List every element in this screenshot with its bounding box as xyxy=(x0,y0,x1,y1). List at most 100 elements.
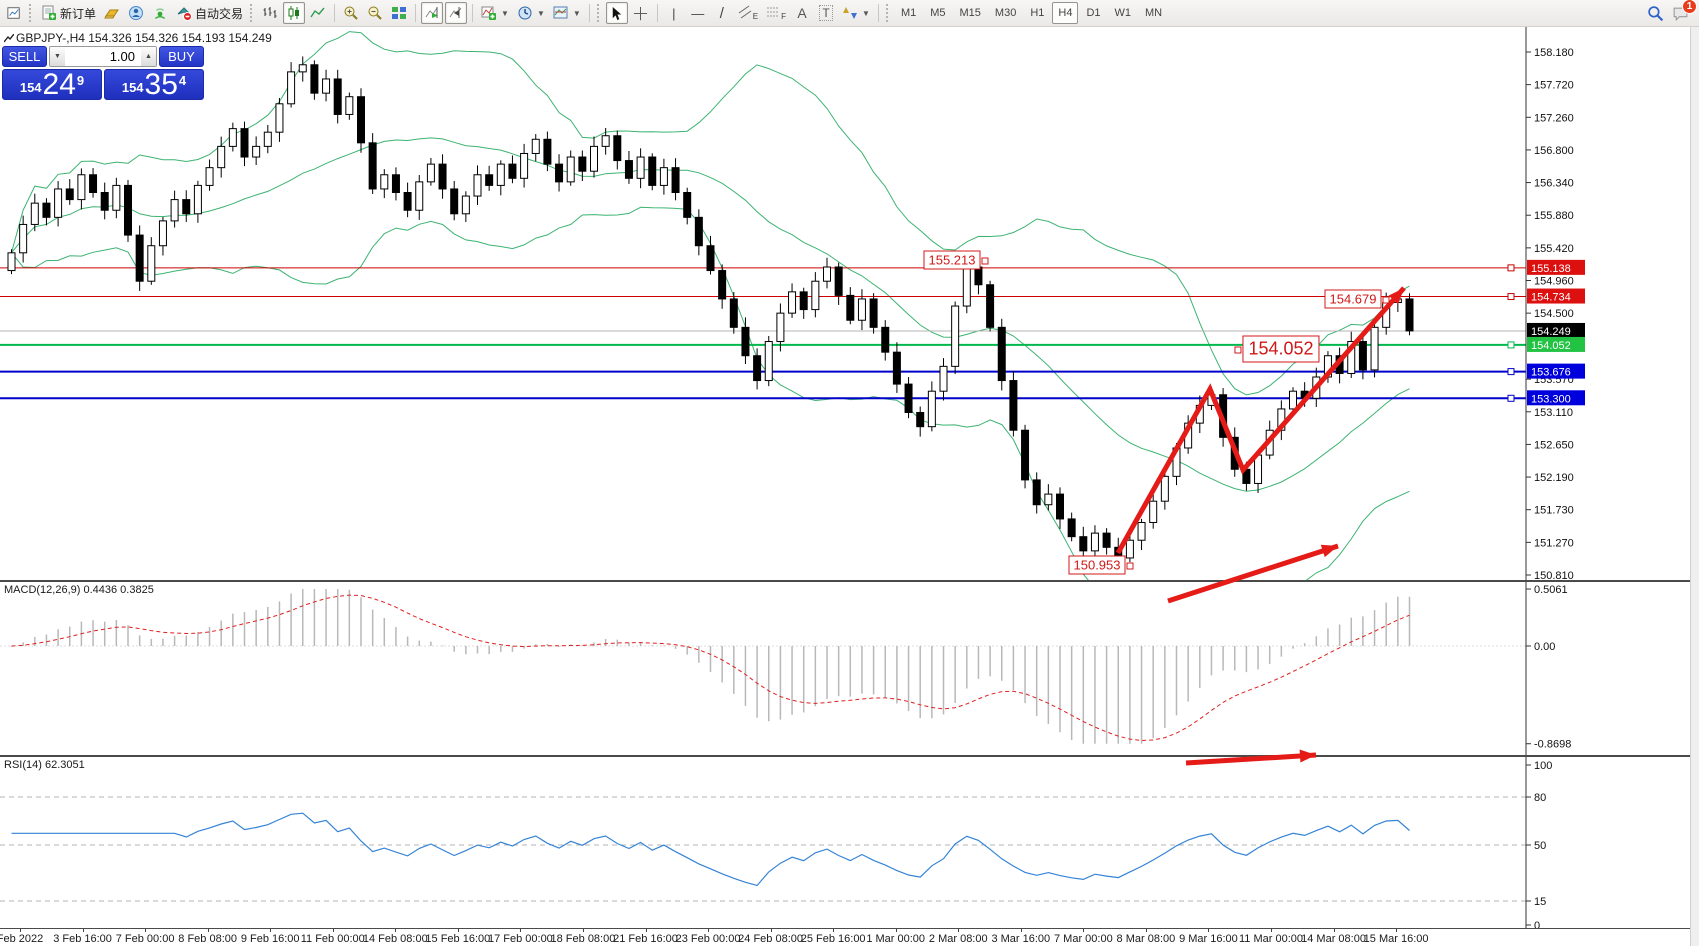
crosshair-icon xyxy=(634,6,648,20)
community-button[interactable] xyxy=(125,2,147,24)
price-level-box-label: 155.138 xyxy=(1531,263,1571,275)
timeframe-button-M30[interactable]: M30 xyxy=(994,7,1017,19)
vertical-line-button[interactable]: | xyxy=(663,2,685,24)
window-scrollbar[interactable] xyxy=(1690,27,1699,946)
rsi-pane-canvas[interactable]: 100 80 50 15 0 xyxy=(0,757,1699,932)
timeframe-button-M5[interactable]: M5 xyxy=(930,7,946,19)
candle-body xyxy=(555,163,564,183)
pane-separator[interactable] xyxy=(0,755,1699,757)
line-chart-button[interactable] xyxy=(307,2,329,24)
macd-histogram-bar xyxy=(884,646,886,698)
sell-button[interactable]: SELL xyxy=(2,46,47,67)
cursor-button[interactable] xyxy=(605,2,628,24)
fibonacci-button[interactable]: F xyxy=(763,2,789,24)
time-axis-label: 14 Feb 08:00 xyxy=(362,933,428,945)
vertical-line-icon: | xyxy=(672,5,676,21)
candle-body xyxy=(881,326,890,353)
candle-body xyxy=(100,192,109,211)
timeframe-button-H4[interactable]: H4 xyxy=(1052,2,1079,24)
search-button[interactable] xyxy=(1644,2,1667,24)
sell-price-button[interactable]: 154 24 9 xyxy=(2,69,102,100)
tile-windows-button[interactable] xyxy=(388,2,410,24)
volume-input[interactable] xyxy=(65,47,141,66)
horizontal-line-button[interactable]: — xyxy=(687,2,709,24)
arrows-dropdown-arrow[interactable]: ▼ xyxy=(862,8,870,18)
time-axis[interactable]: Feb 2022 3 Feb 16:00 7 Feb 00:00 8 Feb 08:0… xyxy=(0,928,1699,946)
price-annotation[interactable]: 155.213 xyxy=(923,250,989,270)
timeframe-button-W1[interactable]: W1 xyxy=(1114,7,1132,19)
notification-badge: 1 xyxy=(1682,0,1697,14)
macd-pane[interactable]: 0.5061 0.00 -0.8698 MACD(12,26,9) 0.4436 0… xyxy=(0,582,1699,755)
price-annotation[interactable]: 154.052 xyxy=(1234,335,1320,363)
volume-increase-button[interactable]: ▲ xyxy=(141,47,156,66)
text-button[interactable]: A xyxy=(791,2,813,24)
macd-histogram-bar xyxy=(173,635,176,646)
chart-region: 158.180 157.720 157.260 156.800 156.340 155.8… xyxy=(0,27,1699,946)
pane-separator[interactable] xyxy=(0,580,1699,582)
macd-histogram-bar xyxy=(966,646,968,689)
periods-dropdown-arrow[interactable]: ▼ xyxy=(536,8,545,18)
macd-histogram-bar xyxy=(1129,646,1131,744)
quotes-button[interactable] xyxy=(101,2,123,24)
macd-histogram-bar xyxy=(127,625,129,646)
price-pane-canvas[interactable]: 158.180 157.720 157.260 156.800 156.340 155.8… xyxy=(0,27,1699,648)
search-icon xyxy=(1648,5,1664,21)
new-order-button[interactable]: 新订单 xyxy=(38,2,99,24)
candle-body xyxy=(1044,493,1053,506)
macd-histogram-bar xyxy=(1292,646,1294,649)
zoom-out-button[interactable] xyxy=(364,2,386,24)
macd-histogram-bar xyxy=(1047,646,1050,724)
macd-histogram-bar xyxy=(558,646,560,647)
chart-shift-button[interactable] xyxy=(445,2,468,24)
macd-histogram-bar xyxy=(302,589,304,646)
timeframe-button-H1[interactable]: H1 xyxy=(1030,7,1045,19)
arrows-button[interactable]: ▼ xyxy=(839,2,873,24)
level-line-handle[interactable] xyxy=(1507,264,1515,272)
candle-body xyxy=(322,78,331,94)
candlestick-chart-button[interactable] xyxy=(283,2,306,24)
level-line-handle[interactable] xyxy=(1507,394,1515,402)
macd-pane-canvas[interactable]: 0.5061 0.00 -0.8698 xyxy=(0,582,1699,755)
buy-price-button[interactable]: 154 35 4 xyxy=(104,69,204,100)
candle-body xyxy=(823,266,831,282)
level-line-handle[interactable] xyxy=(1507,293,1515,301)
timeframe-button-M1[interactable]: M1 xyxy=(900,7,917,19)
price-pane[interactable]: 158.180 157.720 157.260 156.800 156.340 155.8… xyxy=(0,27,1699,648)
autotrade-button[interactable]: 自动交易 xyxy=(173,2,246,24)
equidistant-channel-button[interactable]: E xyxy=(735,2,761,24)
auto-scroll-button[interactable] xyxy=(421,2,444,24)
price-annotation[interactable]: 150.953 xyxy=(1068,555,1134,575)
indicators-button[interactable]: ▼ xyxy=(478,2,512,24)
macd-histogram-bar xyxy=(709,646,712,672)
candle-body xyxy=(345,96,354,115)
volume-decrease-button[interactable]: ▼ xyxy=(50,47,65,66)
indicators-dropdown-arrow[interactable]: ▼ xyxy=(501,8,509,18)
templates-dropdown-arrow[interactable]: ▼ xyxy=(572,8,581,18)
level-line-handle[interactable] xyxy=(1507,341,1515,349)
price-axis-tick-label: 152.650 xyxy=(1534,439,1574,451)
timeframe-button-D1[interactable]: D1 xyxy=(1086,7,1101,19)
zoom-in-button[interactable] xyxy=(340,2,362,24)
trendline-button[interactable]: / xyxy=(711,2,733,24)
cursor-icon xyxy=(613,6,622,20)
signals-button[interactable] xyxy=(149,2,171,24)
crosshair-button[interactable] xyxy=(630,2,652,24)
timeframe-button-M15[interactable]: M15 xyxy=(959,7,981,19)
periods-button[interactable]: ▼ xyxy=(514,2,548,24)
candle-body xyxy=(193,184,202,215)
new-order-label: 新订单 xyxy=(60,6,97,21)
timeframe-button-MN[interactable]: MN xyxy=(1145,7,1163,19)
macd-histogram-bar xyxy=(931,646,933,719)
templates-button[interactable]: ▼ xyxy=(550,2,584,24)
rsi-pane[interactable]: 100 80 50 15 0 RSI(14) 62.3051 xyxy=(0,757,1699,932)
macd-histogram-bar xyxy=(1222,646,1224,671)
price-level-box-label: 153.676 xyxy=(1531,367,1571,379)
macd-histogram-bar xyxy=(1001,646,1003,681)
price-annotation[interactable]: 154.679 xyxy=(1324,289,1390,309)
level-line-handle[interactable] xyxy=(1507,368,1515,376)
macd-histogram-bar xyxy=(535,644,537,646)
buy-button[interactable]: BUY xyxy=(159,46,204,67)
text-label-button[interactable]: T xyxy=(815,2,837,24)
bar-chart-button[interactable] xyxy=(259,2,281,24)
notifications-button[interactable]: 1 xyxy=(1669,0,1697,24)
